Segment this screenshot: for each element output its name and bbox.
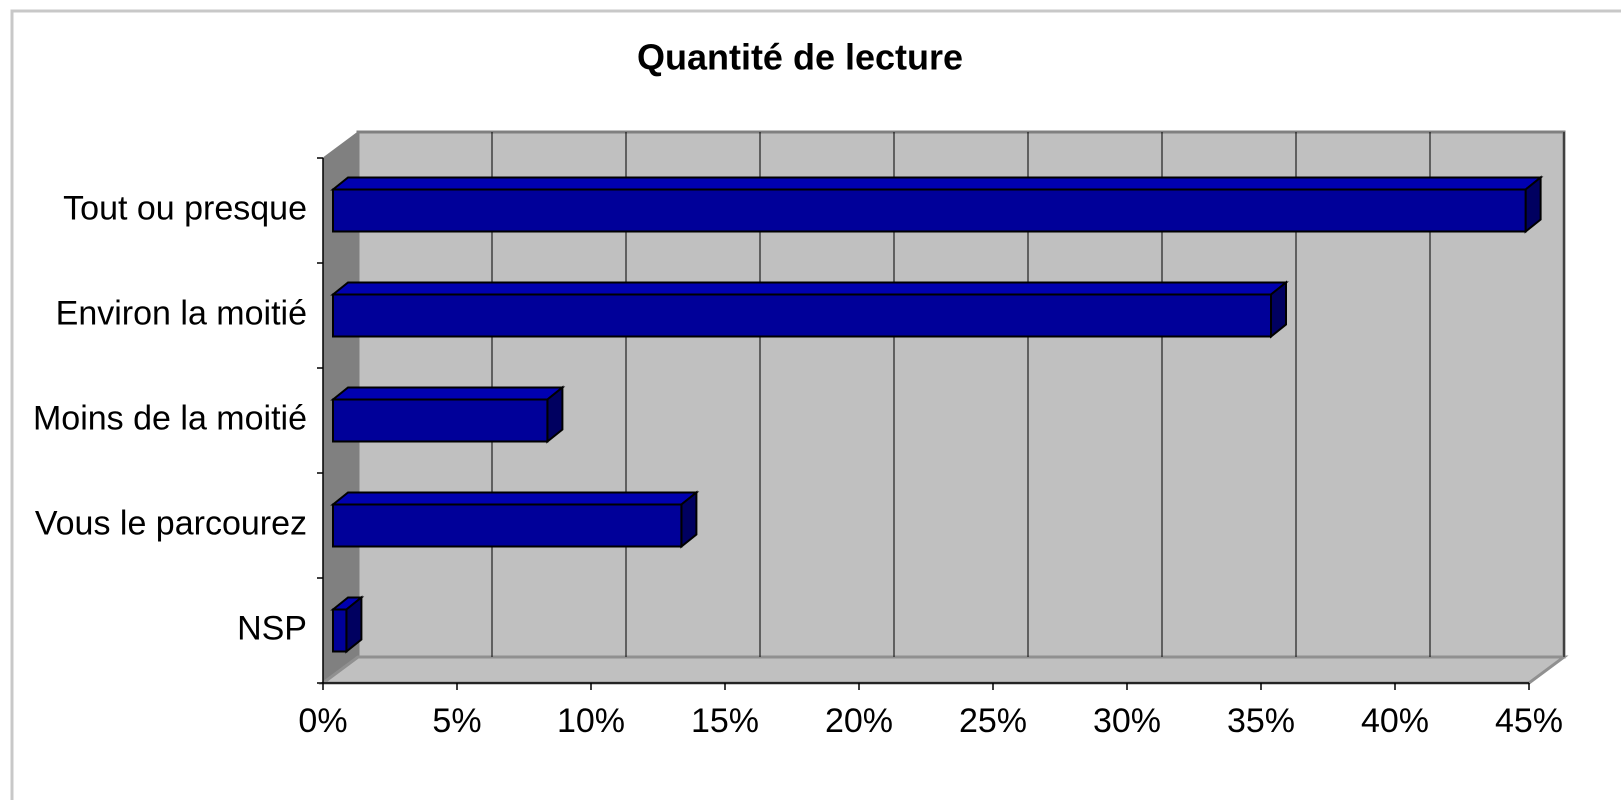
- x-tick-label: 25%: [959, 702, 1027, 740]
- chart-title: Quantité de lecture: [637, 37, 963, 78]
- bar: [330, 280, 1289, 339]
- x-tick-label: 5%: [432, 702, 481, 740]
- bar-top: [330, 281, 1289, 296]
- floor: [318, 655, 1569, 685]
- y-tick-label: Moins de la moitié: [33, 399, 307, 437]
- x-tick-label: 30%: [1093, 702, 1161, 740]
- bar: [330, 385, 566, 444]
- x-tick-label: 15%: [691, 702, 759, 740]
- bar-front: [332, 608, 348, 653]
- x-tick-label: 35%: [1227, 702, 1295, 740]
- bar-top: [330, 386, 566, 401]
- bar: [330, 595, 365, 654]
- bar-top: [330, 176, 1544, 191]
- x-tick-label: 10%: [557, 702, 625, 740]
- bar: [330, 490, 700, 549]
- y-tick-label: Vous le parcourez: [35, 504, 307, 542]
- x-tick-label: 45%: [1495, 702, 1563, 740]
- bar-front: [332, 188, 1527, 233]
- x-tick-label: 20%: [825, 702, 893, 740]
- y-tick-label: NSP: [237, 609, 307, 647]
- y-tick-label: Environ la moitié: [56, 294, 307, 332]
- x-tick-label: 40%: [1361, 702, 1429, 740]
- bar-top: [330, 491, 700, 506]
- bar-front: [332, 503, 683, 548]
- bar: [330, 175, 1544, 234]
- y-tick-label: Tout ou presque: [63, 189, 307, 227]
- x-tick-label: 0%: [298, 702, 347, 740]
- bar-front: [332, 398, 549, 443]
- bar-front: [332, 293, 1272, 338]
